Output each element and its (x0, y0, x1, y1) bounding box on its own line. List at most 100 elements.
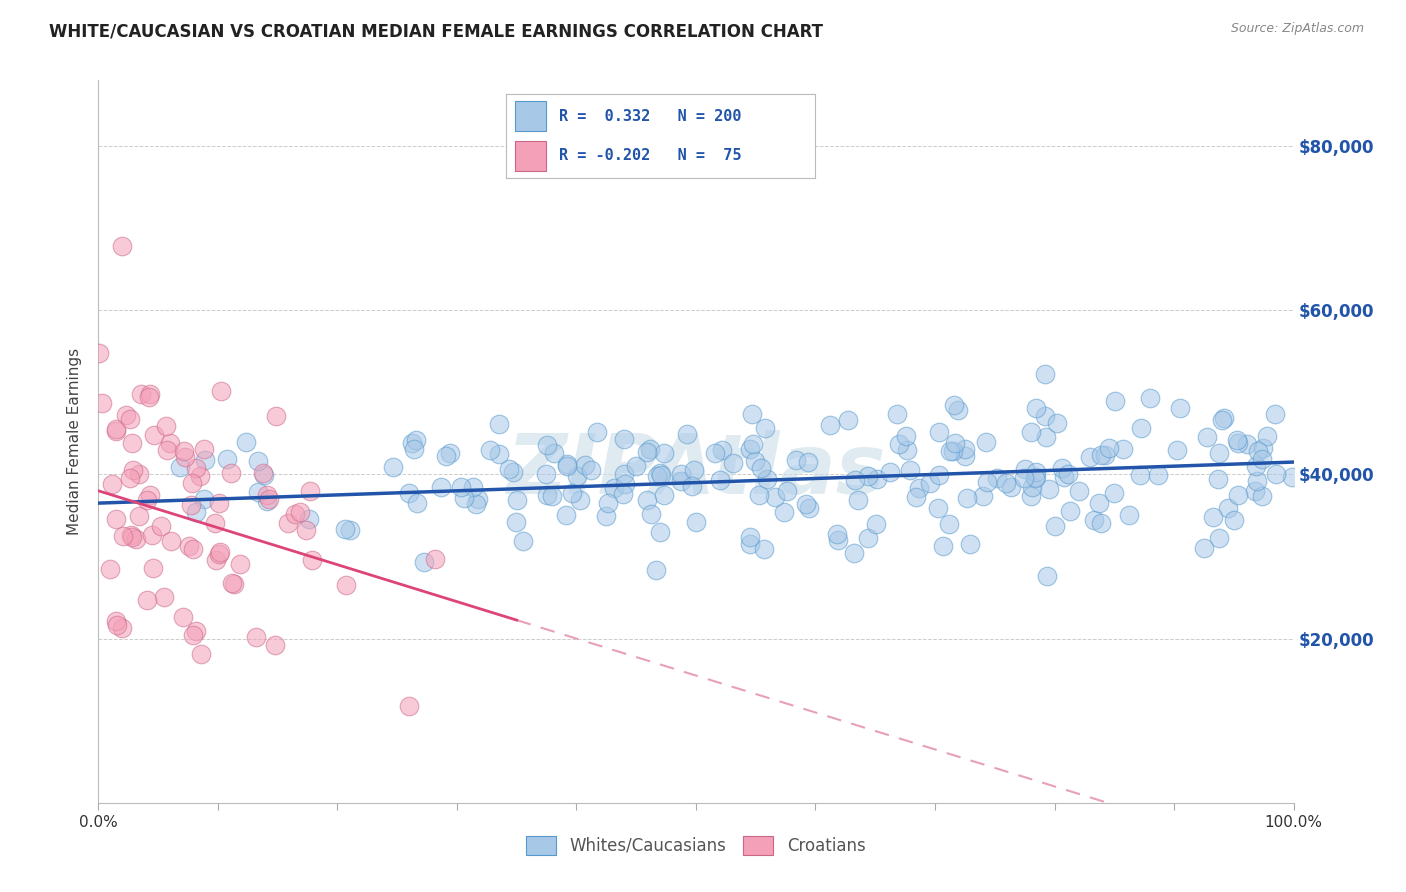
Point (1244, 484, 1267, 499)
Point (263, 638, 285, 652)
Point (1227, 488, 1250, 502)
Point (1129, 421, 1152, 435)
Point (382, 460, 405, 475)
Point (636, 493, 658, 508)
Point (512, 534, 534, 549)
Point (972, 489, 994, 503)
Point (928, 468, 950, 483)
Point (135, 593, 157, 607)
Point (139, 386, 162, 401)
Point (939, 444, 962, 458)
Point (827, 533, 849, 548)
Point (502, 465, 524, 479)
Point (104, 512, 127, 526)
Point (1094, 448, 1116, 462)
Point (1012, 470, 1035, 484)
Point (645, 469, 668, 483)
Point (645, 563, 668, 577)
Point (138, 390, 160, 404)
Point (842, 545, 865, 559)
Point (208, 545, 231, 559)
Text: R = -0.202   N =  75: R = -0.202 N = 75 (558, 148, 741, 163)
Point (648, 525, 671, 540)
Point (1226, 433, 1249, 447)
Point (846, 492, 869, 507)
Point (398, 485, 420, 500)
Point (741, 407, 763, 421)
Point (1256, 428, 1278, 442)
Point (1046, 416, 1069, 430)
Point (1043, 519, 1066, 533)
Point (221, 576, 243, 591)
Point (173, 444, 195, 458)
Point (488, 447, 510, 461)
Point (439, 446, 461, 460)
Point (139, 488, 162, 502)
Point (1223, 513, 1246, 527)
Point (613, 476, 636, 491)
Point (1251, 441, 1274, 455)
Point (181, 476, 204, 491)
Point (128, 509, 150, 524)
Point (252, 466, 274, 480)
Point (1098, 441, 1121, 455)
Point (1265, 467, 1288, 482)
Point (763, 490, 786, 504)
Point (1166, 443, 1188, 458)
Point (865, 517, 887, 532)
Point (290, 505, 312, 519)
Point (413, 556, 436, 570)
Point (740, 536, 762, 550)
Point (536, 438, 558, 452)
Point (90, 396, 112, 410)
Point (295, 523, 318, 537)
Point (837, 413, 859, 427)
Point (434, 449, 457, 463)
Bar (516, 102, 547, 131)
Point (1139, 391, 1161, 405)
Point (479, 443, 502, 458)
Point (640, 507, 662, 521)
Point (900, 463, 922, 477)
Point (1208, 446, 1230, 460)
Point (932, 539, 955, 553)
Point (186, 624, 208, 638)
Point (654, 488, 676, 502)
Point (215, 452, 238, 467)
Point (104, 425, 127, 439)
Point (986, 471, 1008, 485)
Point (104, 422, 127, 436)
Point (1033, 368, 1056, 382)
Point (652, 445, 675, 459)
Point (339, 523, 361, 537)
Point (506, 492, 529, 507)
Point (1035, 409, 1057, 424)
Point (825, 527, 848, 541)
Point (159, 533, 181, 548)
Point (141, 527, 163, 541)
Point (205, 553, 228, 567)
Point (1170, 401, 1192, 415)
Point (169, 460, 191, 475)
Point (207, 496, 229, 510)
Point (1050, 460, 1073, 475)
Point (115, 408, 138, 422)
Point (683, 463, 706, 477)
Point (1019, 489, 1042, 503)
Point (174, 450, 197, 464)
Point (755, 472, 778, 486)
Point (121, 530, 143, 544)
Point (136, 492, 159, 507)
Point (995, 475, 1018, 490)
Point (1197, 430, 1219, 444)
Point (111, 621, 134, 635)
Point (1251, 451, 1274, 466)
Point (738, 442, 761, 456)
Point (638, 442, 661, 456)
Point (1024, 471, 1046, 485)
Point (794, 497, 817, 511)
Point (405, 496, 427, 510)
Point (773, 505, 796, 519)
Point (956, 491, 979, 506)
Point (896, 442, 918, 457)
